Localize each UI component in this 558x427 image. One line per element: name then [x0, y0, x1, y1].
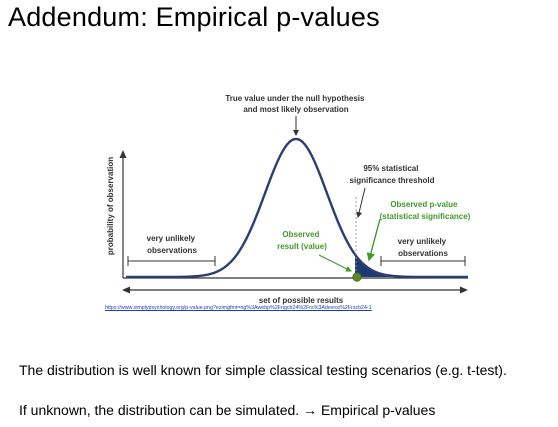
p-value-diagram: True value under the null hypothesis and…	[106, 94, 471, 305]
threshold-label: 95% statistical significance threshold	[350, 164, 435, 185]
x-axis-label: set of possible results	[259, 296, 344, 305]
null-distribution-curve	[126, 137, 468, 279]
slide-title: Addendum: Empirical p-values	[8, 2, 380, 32]
source-link[interactable]: https://www.simplypsychology.org/p-value…	[105, 305, 372, 311]
y-axis-label: probability of observation	[106, 157, 115, 255]
p-value-arrow	[366, 218, 381, 262]
observed-result-arrow	[318, 254, 352, 272]
paragraph-simulated-distribution: If unknown, the distribution can be simu…	[19, 402, 436, 418]
results-arrow-left-head	[122, 286, 130, 294]
p-value-tail-area	[355, 254, 468, 277]
observed-p-value-label: Observed p-value (statistical significan…	[380, 200, 471, 221]
null-hypothesis-label: True value under the null hypothesis and…	[225, 94, 366, 114]
results-arrow-right-head	[460, 286, 468, 294]
paragraph-known-distribution: The distribution is well known for simpl…	[19, 362, 507, 378]
right-tail-bracket	[380, 256, 466, 266]
observed-result-dot	[352, 272, 362, 282]
y-axis-arrowhead	[119, 150, 127, 158]
left-tail-label: very unlikely observations	[147, 234, 198, 255]
observed-result-label: Observed result (value)	[277, 230, 327, 251]
threshold-arrow	[356, 187, 366, 218]
right-tail-label: very unlikely observations	[398, 237, 449, 258]
left-tail-bracket	[127, 256, 216, 266]
